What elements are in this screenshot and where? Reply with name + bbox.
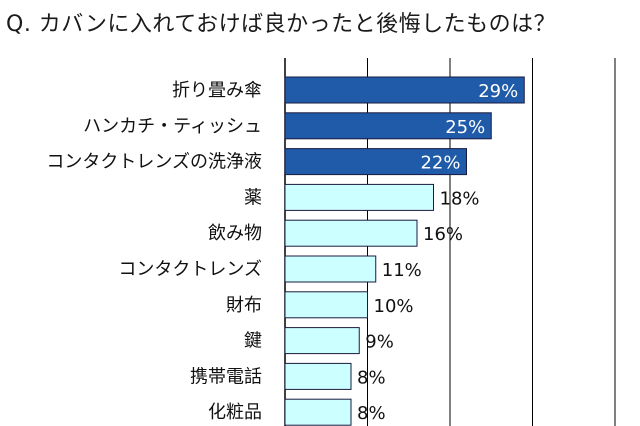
bar: [284, 219, 418, 247]
data-label: 8%: [357, 367, 386, 388]
category-label: 化粧品: [208, 402, 262, 423]
category-label: 薬: [244, 187, 262, 208]
bar: [284, 148, 467, 176]
data-label: 10%: [374, 296, 414, 317]
category-label: ハンカチ・ティッシュ: [83, 116, 262, 137]
data-label: 11%: [382, 260, 422, 281]
data-label: 18%: [440, 188, 480, 209]
category-label: 携帯電話: [190, 366, 262, 387]
bar: [284, 112, 492, 140]
category-label: 財布: [226, 295, 262, 316]
bar: [284, 327, 360, 355]
data-label: 8%: [357, 403, 386, 424]
category-label: 鍵: [244, 331, 262, 352]
bar: [284, 255, 377, 283]
data-label: 22%: [420, 153, 460, 174]
category-label: 折り畳み傘: [172, 80, 262, 101]
data-label: 25%: [445, 117, 485, 138]
bar: [284, 362, 352, 390]
category-label: コンタクトレンズの洗浄液: [46, 152, 262, 173]
bar: [284, 398, 352, 426]
data-label: 29%: [478, 81, 518, 102]
bar: [284, 76, 525, 104]
data-label: 9%: [365, 332, 394, 353]
bar-layer: 折り畳み傘 29% ハンカチ・ティッシュ 25% コンタクトレンズの洗浄液 22% 薬 18%…: [46, 76, 525, 426]
bar: [284, 183, 434, 211]
category-label: コンタクトレンズ: [118, 259, 262, 280]
category-label: 飲み物: [208, 223, 262, 244]
chart-title: Q. カバンに入れておけば良かったと後悔したものは？: [6, 12, 557, 37]
bar: [284, 291, 368, 319]
data-label: 16%: [423, 224, 463, 245]
